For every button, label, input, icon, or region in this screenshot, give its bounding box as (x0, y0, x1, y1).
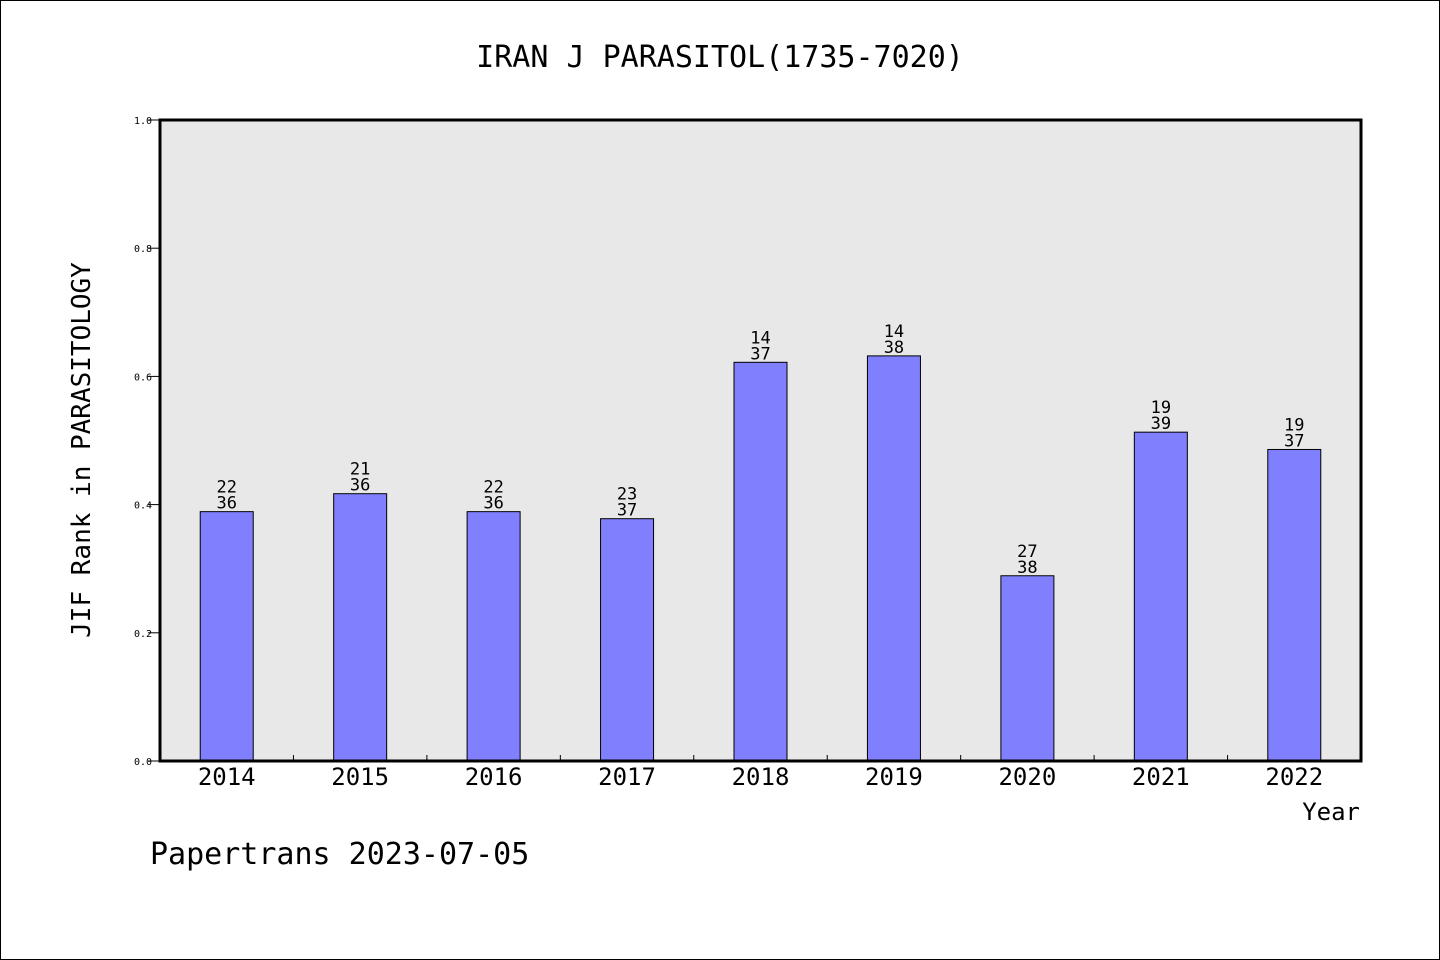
x-tick-label: 2022 (1265, 763, 1323, 791)
bar-rank-label: 19 (1284, 415, 1304, 435)
y-tick-label: 0.2 (134, 629, 152, 640)
bar-total-label: 38 (884, 338, 904, 358)
x-tick-label: 2018 (732, 763, 790, 791)
y-tick-label: 0.8 (134, 244, 152, 255)
y-axis-label: JIF Rank in PARASITOLOGY (67, 262, 97, 638)
bar-2017 (600, 518, 655, 762)
x-tick-label: 2021 (1132, 763, 1190, 791)
x-tick-label: 2017 (598, 763, 656, 791)
bar-2016 (466, 511, 521, 762)
x-tick-label: 2016 (465, 763, 523, 791)
x-tick-label: 2015 (331, 763, 389, 791)
bar-2018 (733, 361, 788, 762)
bar-rank-label: 22 (483, 478, 503, 498)
bar-rank-label: 21 (350, 460, 370, 480)
bar-rank-label: 22 (216, 478, 236, 498)
bar-2021 (1133, 431, 1188, 762)
bar-total-label: 36 (483, 494, 503, 514)
chart-title: IRAN J PARASITOL(1735-7020) (476, 40, 964, 75)
bar-2015 (333, 493, 388, 762)
bar-2022 (1267, 448, 1322, 762)
y-tick-label: 1.0 (134, 116, 152, 127)
bar-rank-label: 23 (617, 485, 637, 505)
y-tick-label: 0.6 (134, 372, 152, 383)
y-tick-label: 0.0 (134, 757, 152, 768)
bar-total-label: 36 (216, 494, 236, 514)
bar-2019 (866, 355, 921, 762)
bar-rank-label: 19 (1151, 398, 1171, 418)
x-tick-label: 2020 (998, 763, 1056, 791)
bar-total-label: 39 (1151, 414, 1171, 434)
bars-group (199, 355, 1322, 762)
x-tick-label: 2019 (865, 763, 923, 791)
bar-2020 (1000, 575, 1055, 762)
bar-rank-label: 14 (884, 322, 904, 342)
y-axis-ticks: 0.0 0.2 0.4 0.6 0.8 1.0 (134, 116, 160, 768)
footer-text: Papertrans 2023-07-05 (150, 837, 529, 872)
bar-total-label: 37 (750, 344, 770, 364)
y-tick-label: 0.4 (134, 501, 152, 512)
x-axis-label: Year (1302, 798, 1360, 826)
x-tick-label: 2014 (198, 763, 256, 791)
bar-total-label: 37 (617, 501, 637, 521)
x-axis-ticks: 2014 2015 2016 2017 2018 2019 2020 2021 2022 (198, 755, 1323, 791)
plot-border (158, 118, 1363, 763)
bar-total-label: 37 (1284, 431, 1304, 451)
bar-rank-label: 27 (1017, 542, 1037, 562)
bar-2014 (199, 511, 254, 762)
bar-rank-label: 14 (750, 328, 770, 348)
bar-total-label: 36 (350, 476, 370, 496)
bar-total-label: 38 (1017, 558, 1037, 578)
